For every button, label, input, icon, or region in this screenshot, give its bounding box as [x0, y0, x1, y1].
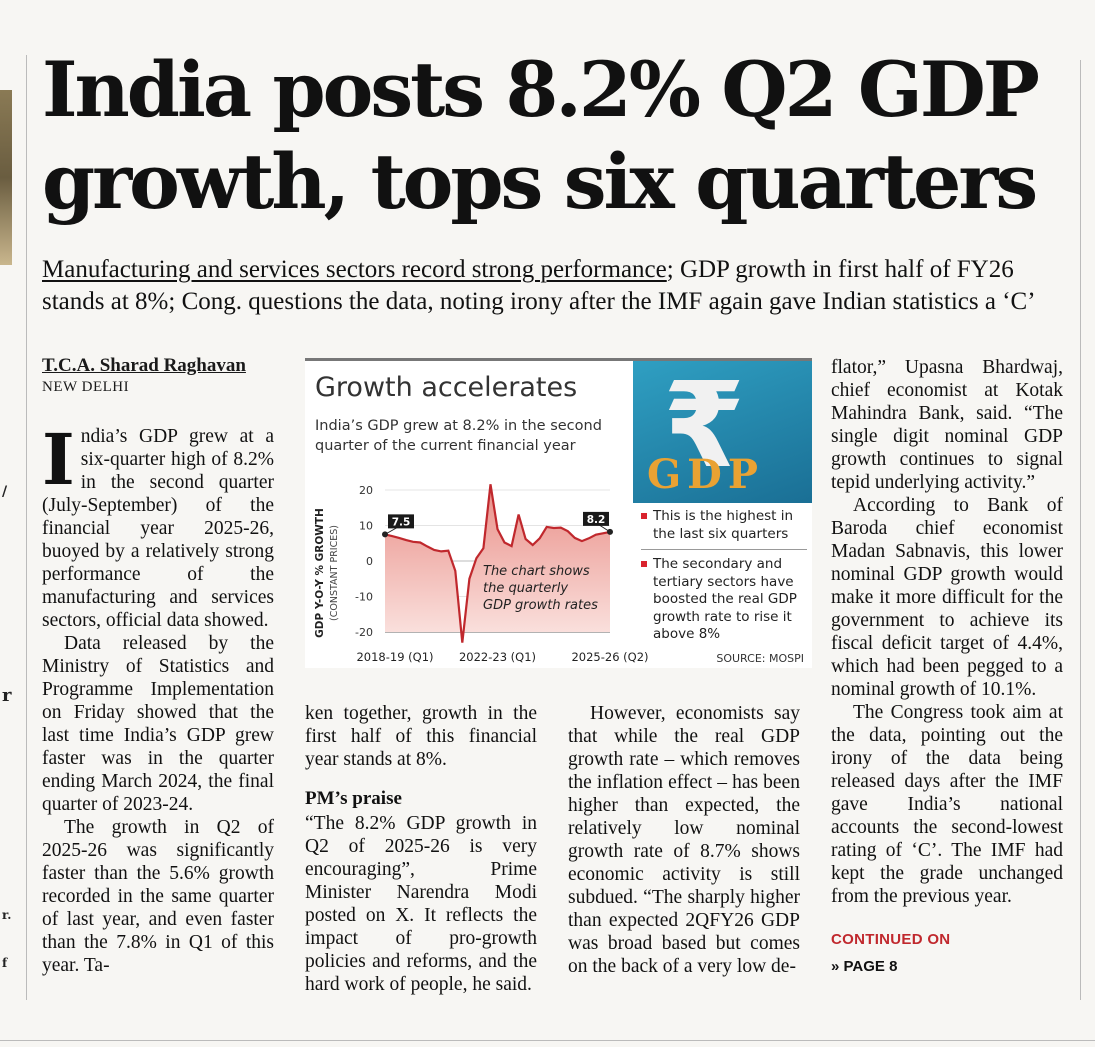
chart-plot: 20 10 0 -10 -20 2018-19 (Q1) 2022-23 (Q1) 2025-… [314, 484, 649, 664]
paragraph: The Congress took aim at the data, point… [831, 702, 1063, 907]
article-column-4: flator,” Upasna Bhardwaj, chief economis… [831, 356, 1063, 978]
data-label: 8.2 [587, 514, 606, 526]
bullet-square-icon [641, 561, 647, 567]
chart-notes: This is the highest in the last six quar… [641, 508, 807, 650]
paragraph: flator,” Upasna Bhardwaj, chief economis… [831, 357, 1063, 493]
y-tick-label: 0 [366, 555, 373, 568]
continued-label: CONTINUED ON [831, 931, 951, 948]
gdp-illustration-text: GDP [647, 451, 764, 498]
article-column-2: ken together, growth in the first half o… [305, 702, 537, 996]
page-rule [0, 1040, 1095, 1041]
deck-rest: ; GDP growth in first half of FY26 stand… [42, 256, 1036, 315]
y-axis-sublabel: (CONSTANT PRICES) [329, 525, 340, 621]
paragraph: ndia’s GDP grew at a six-quarter high of… [42, 426, 274, 631]
continued-page-link[interactable]: » PAGE 8 [831, 958, 898, 975]
drop-cap: I [42, 418, 75, 501]
y-tick-label: -10 [355, 591, 373, 604]
article-column-3: However, economists say that while the r… [568, 702, 800, 978]
column-rule [26, 55, 27, 1000]
byline: T.C.A. Sharad Raghavan [42, 355, 246, 376]
graphic-top-rule [305, 358, 812, 361]
y-tick-label: -20 [355, 626, 373, 639]
chart-subtitle: India’s GDP grew at 8.2% in the second q… [315, 418, 602, 454]
chart-title: Growth accelerates [315, 372, 578, 403]
data-label: 7.5 [392, 516, 411, 528]
gdp-illustration: ₹ GDP [633, 361, 812, 503]
x-tick-label: 2022-23 (Q1) [459, 650, 536, 664]
bullet-square-icon [641, 513, 647, 519]
headline: India posts 8.2% Q2 GDP growth, tops six… [42, 45, 1040, 226]
paragraph: According to Bank of Baroda chief econom… [831, 495, 1063, 700]
paragraph: ken together, growth in the first half o… [305, 703, 537, 770]
paragraph: “The 8.2% GDP growth in Q2 of 2025-26 is… [305, 813, 537, 995]
chart-note: This is the highest in the last six quar… [641, 508, 807, 543]
data-point [607, 528, 613, 535]
x-tick-label: 2018-19 (Q1) [356, 650, 433, 664]
y-tick-label: 20 [359, 484, 373, 497]
rupee-icon: ₹ [663, 361, 746, 494]
data-label-box [388, 514, 414, 529]
chart-callout: The chart shows the quarterly GDP growth… [483, 564, 598, 613]
edge-fragment: r. [2, 908, 12, 922]
chart-source: SOURCE: MOSPI [716, 652, 804, 665]
subhead: PM’s praise [305, 788, 402, 809]
chart-area [385, 484, 610, 643]
edge-fragment: r [2, 685, 12, 706]
y-tick-label: 10 [359, 520, 373, 533]
y-axis-label: GDP Y-O-Y % GROWTH [314, 508, 326, 638]
data-label-box [583, 511, 609, 526]
paragraph: Data released by the Ministry of Statist… [42, 633, 274, 815]
edge-fragment: f [2, 956, 8, 970]
chart-note: The secondary and tertiary sectors have … [641, 556, 807, 644]
deck: Manufacturing and services sectors recor… [42, 254, 1062, 318]
deck-underlined: Manufacturing and services sectors recor… [42, 256, 667, 283]
x-tick-label: 2025-26 (Q2) [571, 650, 648, 664]
gdp-chart-graphic: Growth accelerates India’s GDP grew at 8… [305, 358, 812, 668]
adjacent-photo-fragment [0, 90, 12, 265]
paragraph: However, economists say that while the r… [568, 703, 800, 977]
edge-fragment: / [2, 484, 8, 500]
paragraph: The growth in Q2 of 2025-26 was signific… [42, 817, 274, 976]
dateline: NEW DELHI [42, 379, 130, 395]
note-divider [641, 549, 807, 550]
chart-line [384, 484, 611, 643]
column-rule [1080, 60, 1081, 1000]
